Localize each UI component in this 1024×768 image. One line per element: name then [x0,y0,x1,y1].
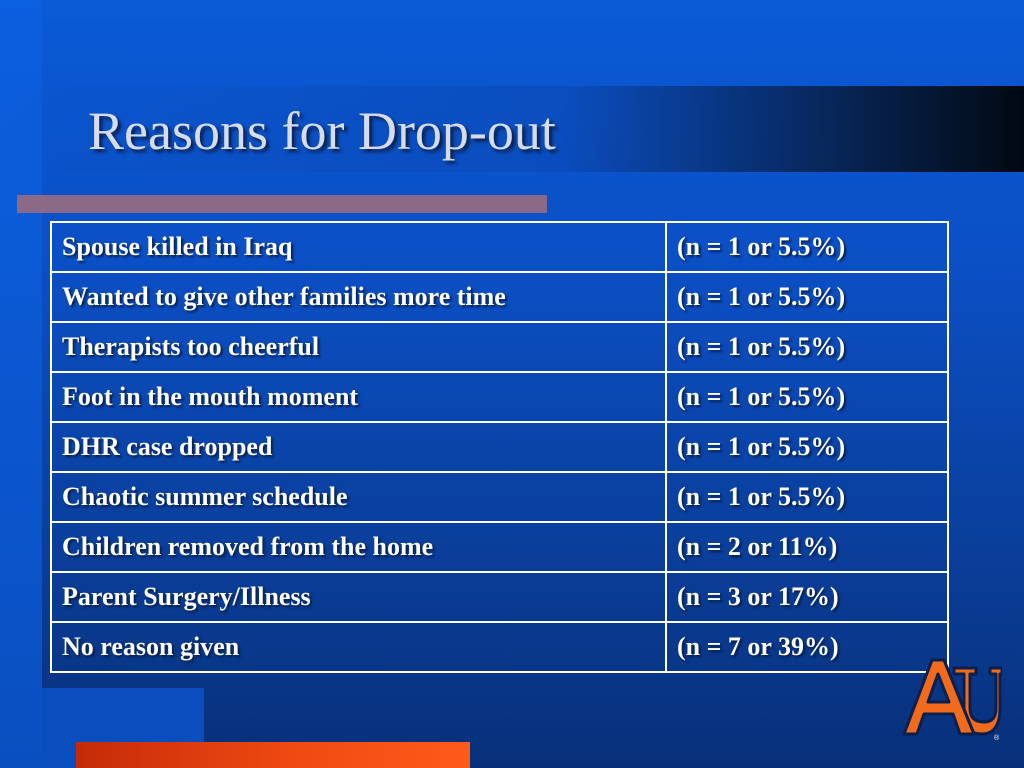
au-logo-icon: ® [902,658,1002,742]
reason-cell: Foot in the mouth moment [50,371,667,423]
dropout-reasons-table: Spouse killed in Iraq (n = 1 or 5.5%) Wa… [50,221,949,673]
count-cell: (n = 1 or 5.5%) [665,371,949,423]
reason-cell: Therapists too cheerful [50,321,667,373]
table-row: No reason given (n = 7 or 39%) [50,621,949,673]
count-cell: (n = 1 or 5.5%) [665,221,949,273]
bottom-accent-bar [76,742,470,768]
count-cell: (n = 3 or 17%) [665,571,949,623]
table-row: Chaotic summer schedule (n = 1 or 5.5%) [50,471,949,523]
title-band [0,86,1024,172]
table-row: Foot in the mouth moment (n = 1 or 5.5%) [50,371,949,423]
reason-cell: Spouse killed in Iraq [50,221,667,273]
count-cell: (n = 1 or 5.5%) [665,471,949,523]
slide-title: Reasons for Drop-out [88,101,556,161]
count-cell: (n = 1 or 5.5%) [665,421,949,473]
reason-cell: Chaotic summer schedule [50,471,667,523]
reason-cell: Children removed from the home [50,521,667,573]
table-row: Therapists too cheerful (n = 1 or 5.5%) [50,321,949,373]
table-row: Spouse killed in Iraq (n = 1 or 5.5%) [50,221,949,273]
table-row: Parent Surgery/Illness (n = 3 or 17%) [50,571,949,623]
count-cell: (n = 1 or 5.5%) [665,321,949,373]
reason-cell: Wanted to give other families more time [50,271,667,323]
registered-mark: ® [994,734,1000,742]
reason-cell: DHR case dropped [50,421,667,473]
count-cell: (n = 1 or 5.5%) [665,271,949,323]
table-row: Children removed from the home (n = 2 or… [50,521,949,573]
reason-cell: Parent Surgery/Illness [50,571,667,623]
table-row: DHR case dropped (n = 1 or 5.5%) [50,421,949,473]
reason-cell: No reason given [50,621,667,673]
title-underline-bar [17,195,547,213]
table-row: Wanted to give other families more time … [50,271,949,323]
count-cell: (n = 2 or 11%) [665,521,949,573]
count-cell: (n = 7 or 39%) [665,621,949,673]
